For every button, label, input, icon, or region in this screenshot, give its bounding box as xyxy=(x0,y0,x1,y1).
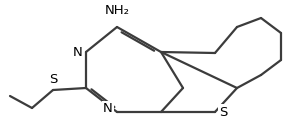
Text: S: S xyxy=(219,105,228,119)
Text: S: S xyxy=(49,73,57,86)
Text: N: N xyxy=(103,102,113,115)
Text: N: N xyxy=(72,45,82,58)
Text: NH₂: NH₂ xyxy=(105,5,129,18)
